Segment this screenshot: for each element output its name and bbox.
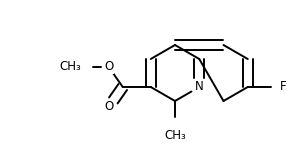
Text: O: O bbox=[104, 60, 113, 73]
Text: CH₃: CH₃ bbox=[164, 129, 186, 142]
Text: CH₃: CH₃ bbox=[59, 60, 81, 73]
Text: O: O bbox=[104, 100, 113, 113]
Text: F: F bbox=[280, 80, 286, 93]
Text: N: N bbox=[195, 80, 204, 93]
